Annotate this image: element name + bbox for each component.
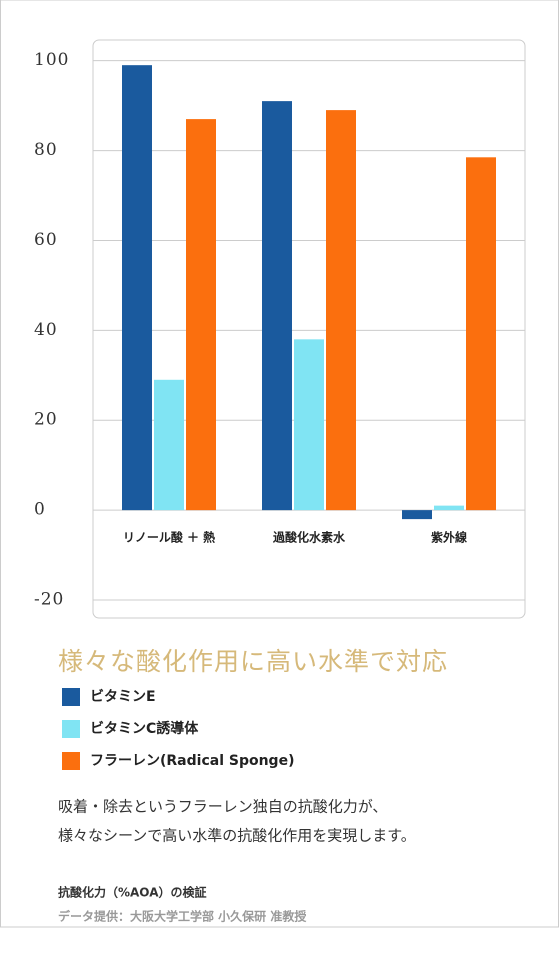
y-tick-label: -20	[34, 590, 64, 610]
legend-label: ビタミンE	[90, 689, 156, 705]
y-tick-label: 0	[34, 500, 46, 520]
legend-label: フラーレン(Radical Sponge)	[90, 753, 294, 769]
description-line: 様々なシーンで高い水準の抗酸化作用を実現します。	[58, 827, 416, 845]
bar	[262, 101, 292, 511]
chart-title: 様々な酸化作用に高い水準で対応	[58, 647, 448, 676]
y-tick-label: 20	[34, 410, 58, 430]
bar	[122, 65, 152, 511]
legend-swatch	[62, 688, 80, 706]
legend-swatch	[62, 752, 80, 770]
page-frame	[0, 0, 559, 928]
bar	[186, 119, 216, 511]
source-title: 抗酸化力（%AOA）の検証	[58, 885, 206, 900]
y-tick-label: 80	[34, 140, 58, 160]
x-tick-label: 紫外線	[431, 530, 467, 545]
source: データ提供：大阪大学工学部 小久保研 准教授	[58, 909, 307, 924]
legend-swatch	[62, 720, 80, 738]
bar	[402, 510, 432, 520]
bar	[434, 505, 464, 511]
bar	[466, 157, 496, 511]
legend-label: ビタミンC誘導体	[90, 720, 199, 737]
y-tick-label: 60	[34, 230, 58, 250]
y-tick-label: 100	[34, 50, 69, 70]
x-tick-label: 過酸化水素水	[272, 530, 346, 545]
bar	[294, 339, 324, 511]
x-tick-label: リノール酸 ＋ 熱	[123, 530, 215, 545]
bar	[326, 110, 356, 511]
description-line: 吸着・除去というフラーレン独自の抗酸化力が、	[58, 798, 387, 816]
y-tick-label: 40	[34, 320, 58, 340]
bar	[154, 379, 184, 511]
